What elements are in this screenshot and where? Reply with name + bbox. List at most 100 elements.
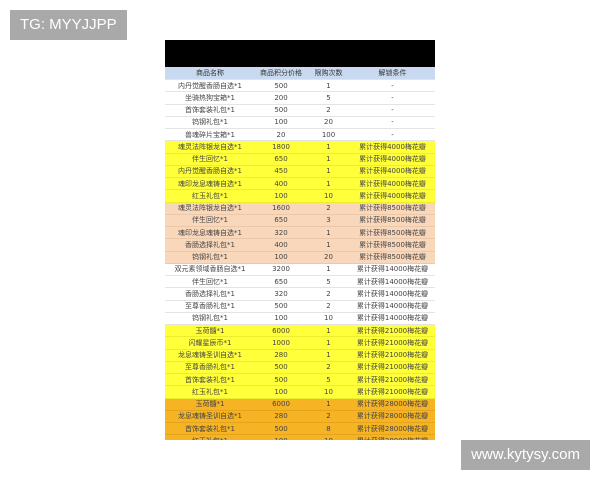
table-row: 龙息魂铸圣训自选*1 280 1 累计获得21000梅花瓣 — [165, 349, 435, 362]
cell-item-name: 红玉礼包*1 — [165, 189, 255, 203]
cell-unlock-condition: 累计获得14000梅花瓣 — [350, 263, 435, 277]
cell-limit: 1 — [307, 263, 350, 277]
cell-price: 650 — [255, 153, 307, 166]
table-row: 魂灵法阵银龙自选*1 1800 1 累计获得4000梅花瓣 — [165, 140, 435, 154]
cell-unlock-condition: 累计获得8500梅花瓣 — [350, 226, 435, 240]
cell-price: 400 — [255, 238, 307, 252]
cell-item-name: 钨钢礼包*1 — [165, 312, 255, 326]
cell-limit: 2 — [307, 300, 350, 313]
cell-item-name: 伴生回忆*1 — [165, 214, 255, 228]
cell-unlock-condition: 累计获得21000梅花瓣 — [350, 373, 435, 387]
cell-price: 100 — [255, 434, 307, 440]
cell-limit: 2 — [307, 202, 350, 215]
cell-unlock-condition: 累计获得14000梅花瓣 — [350, 300, 435, 313]
cell-limit: 10 — [307, 385, 350, 399]
cell-item-name: 钨钢礼包*1 — [165, 251, 255, 264]
cell-limit: 20 — [307, 251, 350, 264]
cell-price: 500 — [255, 361, 307, 375]
cell-price: 1000 — [255, 336, 307, 350]
cell-price: 280 — [255, 410, 307, 424]
cell-price: 400 — [255, 177, 307, 191]
cell-limit: 10 — [307, 189, 350, 203]
cell-item-name: 香肠选择礼包*1 — [165, 238, 255, 252]
table-row: 魂印龙息魂铸自选*1 400 1 累计获得4000梅花瓣 — [165, 177, 435, 191]
cell-price: 20 — [255, 128, 307, 142]
cell-unlock-condition: - — [350, 91, 435, 105]
cell-item-name: 兽魂碎片宝箱*1 — [165, 128, 255, 142]
table-header-row: 商品名称 商品积分价格 限购次数 解锁条件 — [165, 67, 435, 80]
cell-unlock-condition: 累计获得21000梅花瓣 — [350, 361, 435, 375]
cell-item-name: 至尊香肠礼包*1 — [165, 300, 255, 313]
cell-price: 6000 — [255, 398, 307, 411]
cell-unlock-condition: - — [350, 128, 435, 142]
header-price: 商品积分价格 — [255, 67, 307, 80]
cell-limit: 1 — [307, 238, 350, 252]
cell-unlock-condition: 累计获得14000梅花瓣 — [350, 312, 435, 326]
cell-unlock-condition: 累计获得21000梅花瓣 — [350, 324, 435, 338]
cell-item-name: 内丹觉醒香肠自选*1 — [165, 79, 255, 93]
table-row: 红玉礼包*1 100 10 累计获得4000梅花瓣 — [165, 189, 435, 203]
cell-limit: 1 — [307, 349, 350, 362]
table-row: 双元素领域香肠自选*1 3200 1 累计获得14000梅花瓣 — [165, 263, 435, 277]
table-row: 内丹觉醒香肠自选*1 500 1- — [165, 79, 435, 93]
cell-unlock-condition: - — [350, 79, 435, 93]
reward-table-screenshot: 商品名称 商品积分价格 限购次数 解锁条件 内丹觉醒香肠自选*1 500 1- 坐骑热… — [165, 40, 435, 440]
cell-unlock-condition: 累计获得28000梅花瓣 — [350, 410, 435, 424]
cell-item-name: 香肠选择礼包*1 — [165, 287, 255, 301]
cell-unlock-condition: 累计获得21000梅花瓣 — [350, 336, 435, 350]
cell-limit: 2 — [307, 410, 350, 424]
table-row: 玉荷髓*1 6000 1 累计获得28000梅花瓣 — [165, 398, 435, 411]
cell-item-name: 魂印龙息魂铸自选*1 — [165, 177, 255, 191]
cell-limit: 5 — [307, 275, 350, 289]
table-row: 内丹觉醒香肠自选*1 450 1 累计获得4000梅花瓣 — [165, 165, 435, 179]
cell-unlock-condition: 累计获得14000梅花瓣 — [350, 287, 435, 301]
cell-limit: 2 — [307, 287, 350, 301]
cell-limit: 10 — [307, 312, 350, 326]
table-row: 至尊香肠礼包*1 500 2 累计获得21000梅花瓣 — [165, 361, 435, 375]
cell-item-name: 首饰套装礼包*1 — [165, 104, 255, 117]
table-row: 钨钢礼包*1 100 20- — [165, 116, 435, 130]
cell-limit: 1 — [307, 79, 350, 93]
cell-price: 200 — [255, 91, 307, 105]
cell-limit: 20 — [307, 116, 350, 130]
table-row: 首饰套装礼包*1 500 5 累计获得21000梅花瓣 — [165, 373, 435, 387]
cell-price: 100 — [255, 385, 307, 399]
cell-price: 500 — [255, 422, 307, 436]
watermark-top-left: TG: MYYJJPP — [10, 10, 127, 40]
cell-unlock-condition: 累计获得4000梅花瓣 — [350, 165, 435, 179]
cell-item-name: 红玉礼包*1 — [165, 385, 255, 399]
cell-item-name: 坐骑热狗宝箱*1 — [165, 91, 255, 105]
cell-limit: 2 — [307, 361, 350, 375]
cell-price: 320 — [255, 226, 307, 240]
cell-limit: 5 — [307, 373, 350, 387]
table-row: 坐骑热狗宝箱*1 200 5- — [165, 91, 435, 105]
cell-item-name: 钨钢礼包*1 — [165, 116, 255, 130]
cell-price: 100 — [255, 312, 307, 326]
cell-price: 650 — [255, 275, 307, 289]
cell-item-name: 首饰套装礼包*1 — [165, 422, 255, 436]
cell-price: 320 — [255, 287, 307, 301]
cell-limit: 1 — [307, 140, 350, 154]
table-row: 红玉礼包*110010累计获得28000梅花瓣 — [165, 434, 435, 440]
table-row: 玉荷髓*1 6000 1 累计获得21000梅花瓣 — [165, 324, 435, 338]
cell-unlock-condition: 累计获得8500梅花瓣 — [350, 214, 435, 228]
cell-unlock-condition: 累计获得14000梅花瓣 — [350, 275, 435, 289]
cell-unlock-condition: 累计获得28000梅花瓣 — [350, 398, 435, 411]
cell-limit: 1 — [307, 324, 350, 338]
cell-item-name: 玉荷髓*1 — [165, 398, 255, 411]
cell-item-name: 龙息魂铸圣训自选*1 — [165, 410, 255, 424]
cell-item-name: 魂印龙息魂铸自选*1 — [165, 226, 255, 240]
reward-table: 商品名称 商品积分价格 限购次数 解锁条件 内丹觉醒香肠自选*1 500 1- 坐骑热… — [165, 67, 435, 440]
table-row: 钨钢礼包*1 100 10 累计获得14000梅花瓣 — [165, 312, 435, 326]
cell-unlock-condition: 累计获得8500梅花瓣 — [350, 202, 435, 215]
cell-unlock-condition: 累计获得8500梅花瓣 — [350, 238, 435, 252]
table-row: 至尊香肠礼包*1 500 2 累计获得14000梅花瓣 — [165, 300, 435, 313]
cell-unlock-condition: 累计获得21000梅花瓣 — [350, 349, 435, 362]
cell-price: 100 — [255, 116, 307, 130]
cell-item-name: 伴生回忆*1 — [165, 153, 255, 166]
cell-unlock-condition: 累计获得4000梅花瓣 — [350, 177, 435, 191]
table-row: 首饰套装礼包*1 500 8 累计获得28000梅花瓣 — [165, 422, 435, 436]
cell-limit: 5 — [307, 91, 350, 105]
cell-unlock-condition: 累计获得4000梅花瓣 — [350, 140, 435, 154]
cell-unlock-condition: 累计获得8500梅花瓣 — [350, 251, 435, 264]
